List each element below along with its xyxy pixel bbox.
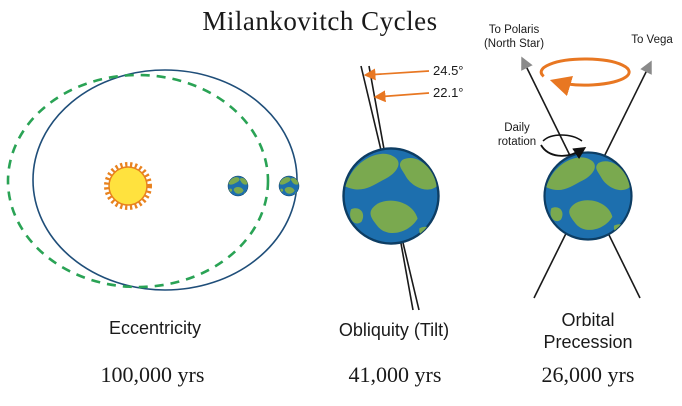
orbit-eccentric-dashed-ellipse <box>6 73 270 289</box>
to-vega-label: To Vega <box>631 34 673 46</box>
precession-label-line2: Precession <box>543 332 633 352</box>
daily-rotation-label-line2: rotation <box>497 136 537 148</box>
earth-obliquity-globe <box>344 149 439 244</box>
eccentricity-label: Eccentricity <box>108 318 202 338</box>
eccentricity-period: 100,000 yrs <box>100 362 205 387</box>
obliquity-label: Obliquity (Tilt) <box>338 320 450 340</box>
precession-wobble-circle-arrow <box>539 57 631 97</box>
to-polaris-label: To Polaris <box>488 24 540 36</box>
diagram-title: Milankovitch Cycles <box>202 6 438 36</box>
obliquity-angle-min: 22.1° <box>433 85 464 100</box>
angle-arrow-max <box>363 68 430 81</box>
earth-precession-globe <box>545 153 632 240</box>
angle-arrow-min <box>373 90 430 103</box>
daily-rotation-label-line1: Daily <box>504 122 530 134</box>
obliquity-period: 41,000 yrs <box>348 362 442 387</box>
precession-label-line1: Orbital <box>561 310 615 330</box>
north-star-label: (North Star) <box>483 38 545 50</box>
earth-orbit-position-1 <box>228 176 248 196</box>
earth-orbit-position-2 <box>279 176 299 196</box>
sun <box>104 162 152 210</box>
obliquity-angle-max: 24.5° <box>433 63 464 78</box>
precession-period: 26,000 yrs <box>541 362 635 387</box>
orbit-circular-ellipse <box>32 69 298 291</box>
daily-rotation-arrow <box>540 134 587 160</box>
